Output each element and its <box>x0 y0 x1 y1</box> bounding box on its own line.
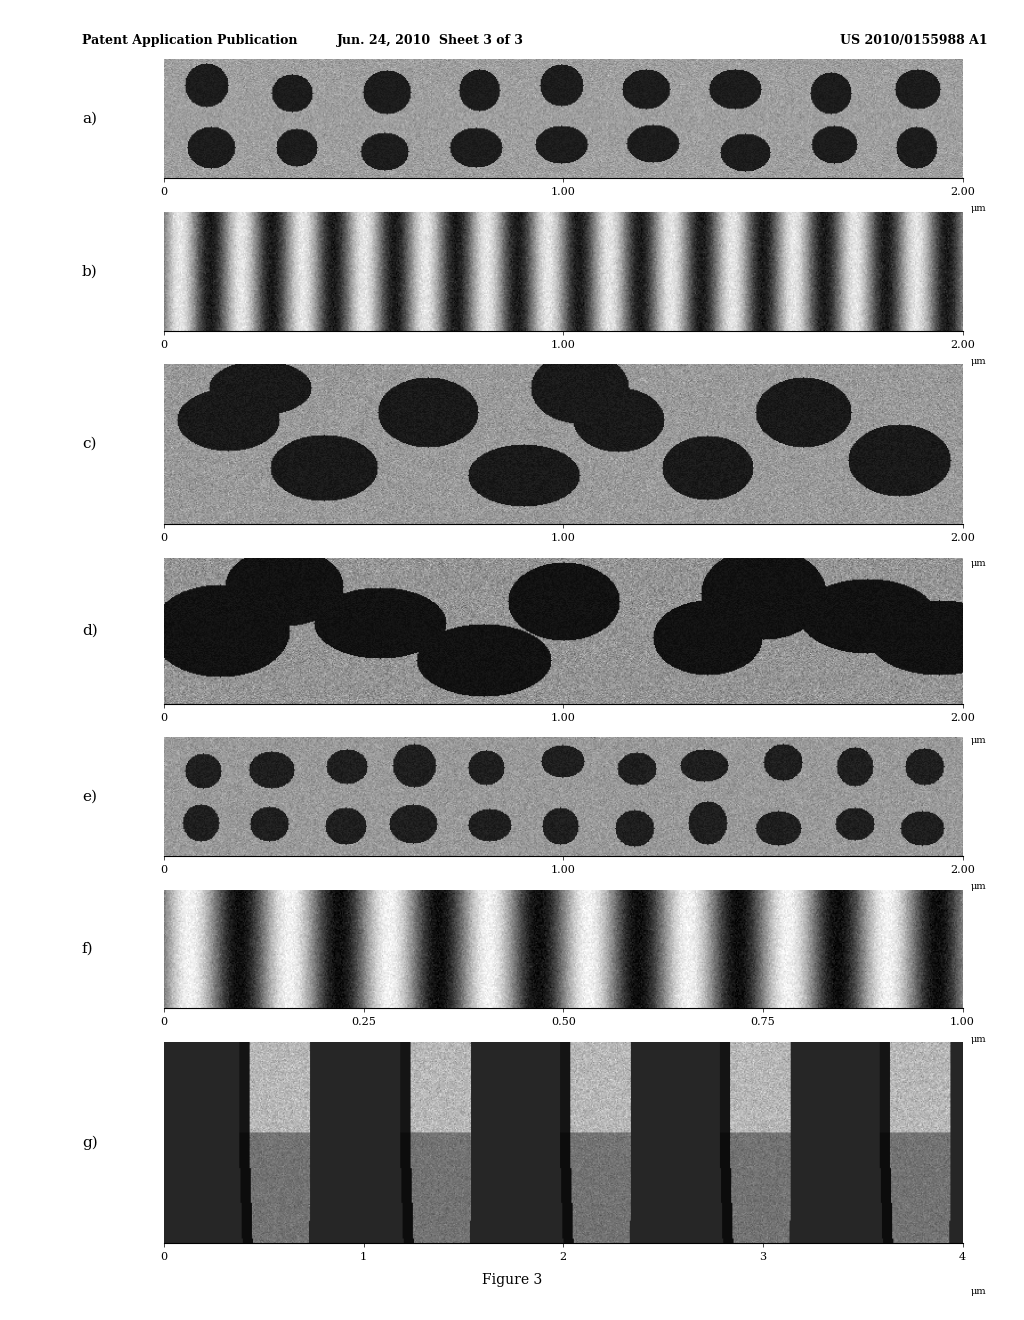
Text: μm: μm <box>971 882 986 891</box>
Text: c): c) <box>82 437 96 451</box>
Text: μm: μm <box>971 560 986 568</box>
Text: e): e) <box>82 789 97 804</box>
Text: Figure 3: Figure 3 <box>482 1272 542 1287</box>
Text: d): d) <box>82 623 97 638</box>
Text: Patent Application Publication: Patent Application Publication <box>82 34 297 48</box>
Text: g): g) <box>82 1135 97 1150</box>
Text: b): b) <box>82 264 97 279</box>
Text: Jun. 24, 2010  Sheet 3 of 3: Jun. 24, 2010 Sheet 3 of 3 <box>337 34 523 48</box>
Text: μm: μm <box>971 1035 986 1044</box>
Text: μm: μm <box>971 205 986 214</box>
Text: f): f) <box>82 942 93 956</box>
Text: US 2010/0155988 A1: US 2010/0155988 A1 <box>840 34 987 48</box>
Text: a): a) <box>82 112 97 125</box>
Text: μm: μm <box>971 735 986 744</box>
Text: μm: μm <box>971 356 986 366</box>
Text: μm: μm <box>971 1287 986 1296</box>
